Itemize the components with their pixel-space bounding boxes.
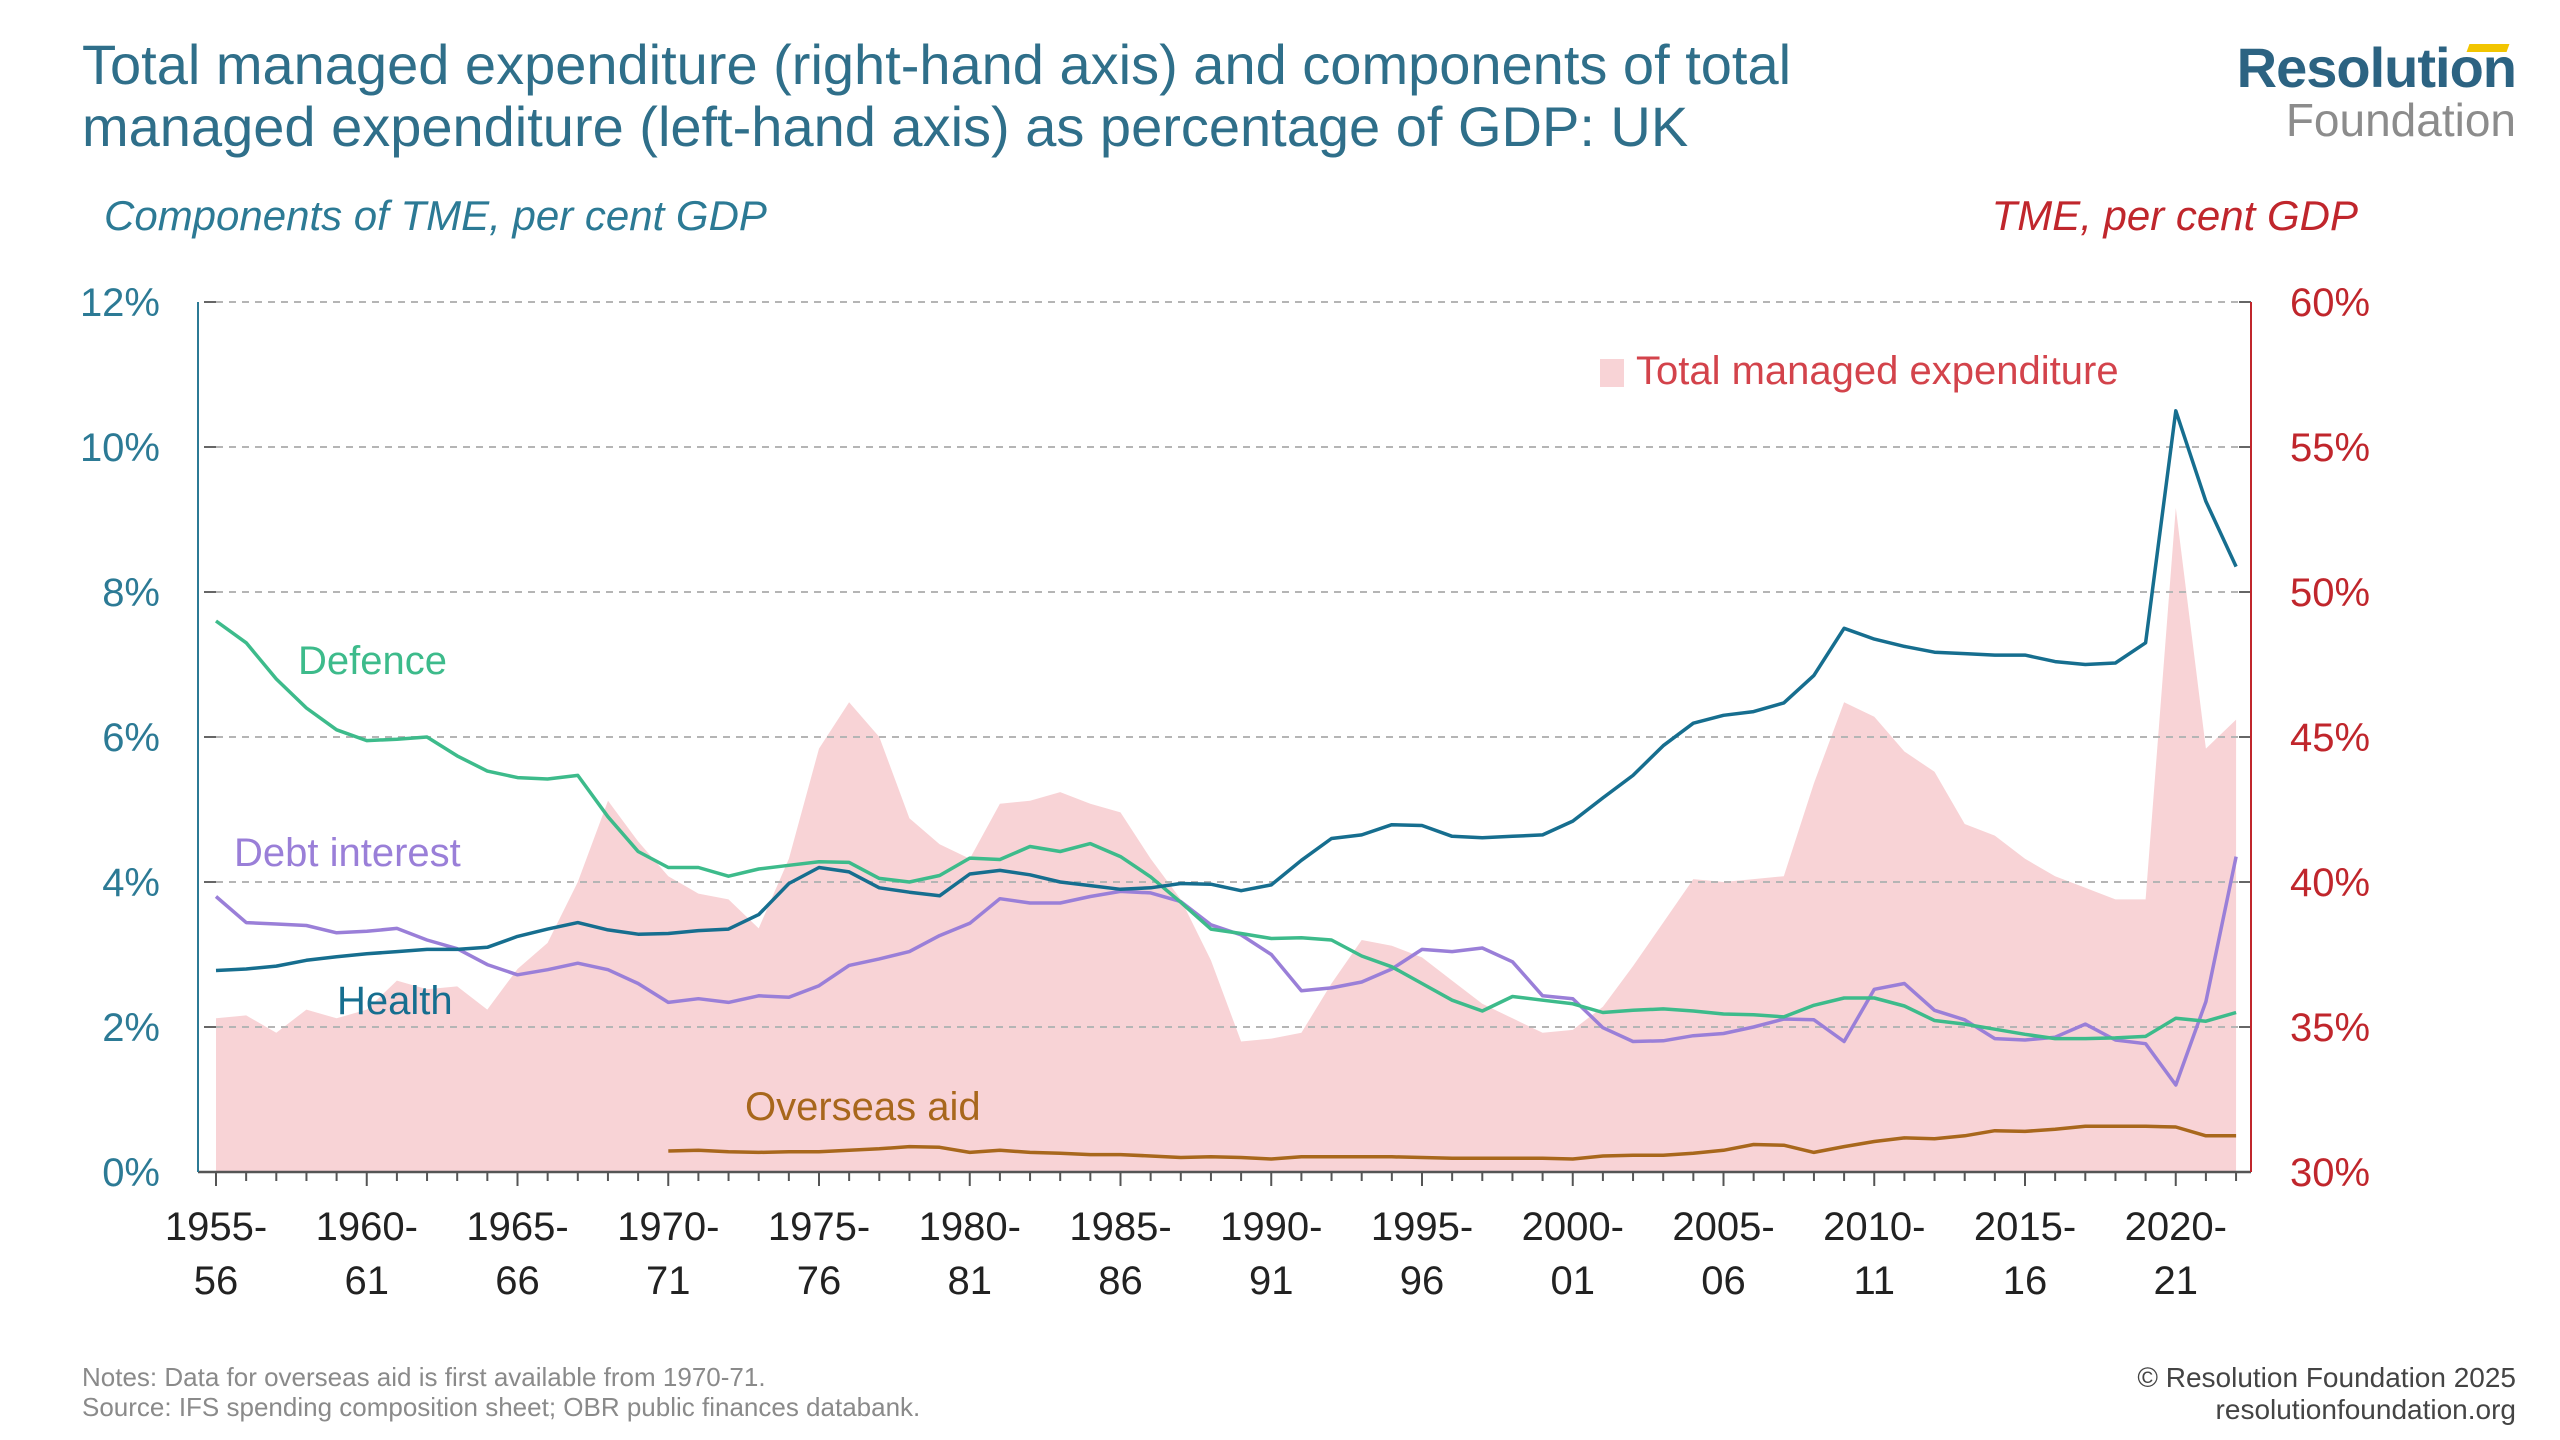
right-axis-title: TME, per cent GDP — [1991, 192, 2358, 239]
health-line — [215, 409, 2238, 973]
credit-block: © Resolution Foundation 2025 resolutionf… — [2137, 1362, 2516, 1426]
x-tick-label: 11 — [1853, 1259, 1895, 1303]
axes-layer: 0% 2% 4% 6% 8% 10% 12% 30% 35% 40% 45% 50% 55% 60% 195… — [80, 281, 2370, 1303]
x-tick-label: 1975- — [768, 1205, 870, 1249]
chart-title: Total managed expenditure (right-hand ax… — [82, 33, 1792, 158]
defence-label: Defence — [298, 639, 447, 683]
x-tick-label: 66 — [495, 1259, 540, 1303]
right-tick-label: 50% — [2290, 571, 2370, 615]
x-tick-label: 61 — [345, 1259, 390, 1303]
x-tick-label: 21 — [2154, 1259, 2199, 1303]
defence-line — [214, 619, 2237, 1041]
x-tick-label: 56 — [194, 1259, 239, 1303]
left-tick-label: 6% — [102, 716, 160, 760]
website-link[interactable]: resolutionfoundation.org — [2215, 1394, 2516, 1425]
health-label: Health — [337, 979, 453, 1023]
x-tick-label: 71 — [646, 1259, 691, 1303]
logo-bottom-text: Foundation — [2285, 94, 2516, 146]
x-tick-label: 2005- — [1672, 1205, 1774, 1249]
source-text: Source: IFS spending composition sheet; … — [82, 1392, 921, 1422]
right-tick-label: 60% — [2290, 281, 2370, 325]
left-tick-label: 12% — [80, 281, 160, 325]
x-tick-label: 2020- — [2125, 1205, 2227, 1249]
left-axis-title: Components of TME, per cent GDP — [104, 192, 767, 239]
x-tick-label: 1985- — [1069, 1205, 1171, 1249]
x-tick-label: 1955- — [165, 1205, 267, 1249]
tme-area — [216, 507, 2237, 1172]
x-tick-label: 81 — [948, 1259, 993, 1303]
tme-legend-label: Total managed expenditure — [1636, 349, 2119, 393]
left-tick-label: 10% — [80, 426, 160, 470]
series-lines-layer — [214, 409, 2238, 1161]
debt-interest-label: Debt interest — [234, 831, 461, 875]
left-tick-label: 2% — [102, 1006, 160, 1050]
x-tick-label: 1965- — [466, 1205, 568, 1249]
x-tick-label: 1970- — [617, 1205, 719, 1249]
right-tick-label: 45% — [2290, 716, 2370, 760]
left-tick-label: 4% — [102, 861, 160, 905]
tme-legend-swatch — [1600, 359, 1624, 387]
labels-layer: Total managed expenditure Defence Debt int… — [234, 349, 2119, 1129]
notes-text: Notes: Data for overseas aid is first av… — [82, 1362, 766, 1392]
right-tick-label: 35% — [2290, 1006, 2370, 1050]
right-tick-label: 55% — [2290, 426, 2370, 470]
copyright-text: © Resolution Foundation 2025 — [2137, 1362, 2516, 1393]
right-tick-label: 30% — [2290, 1151, 2370, 1195]
x-tick-label: 76 — [797, 1259, 842, 1303]
overseas-aid-label: Overseas aid — [745, 1085, 981, 1129]
x-tick-label: 2000- — [1522, 1205, 1624, 1249]
tme-area-layer — [216, 507, 2237, 1172]
x-tick-label: 01 — [1551, 1259, 1596, 1303]
overseas-aid-line — [668, 1124, 2237, 1161]
x-tick-label: 1995- — [1371, 1205, 1473, 1249]
resolution-foundation-logo: Resolution Foundation — [2237, 40, 2517, 146]
left-tick-label: 0% — [102, 1151, 160, 1195]
x-tick-label: 06 — [1701, 1259, 1746, 1303]
x-tick-label: 1960- — [316, 1205, 418, 1249]
x-tick-label: 1980- — [919, 1205, 1021, 1249]
x-tick-label: 86 — [1098, 1259, 1143, 1303]
notes-block: Notes: Data for overseas aid is first av… — [82, 1362, 920, 1422]
left-tick-label: 8% — [102, 571, 160, 615]
x-tick-label: 1990- — [1220, 1205, 1322, 1249]
x-tick-label: 2010- — [1823, 1205, 1925, 1249]
x-tick-label: 16 — [2003, 1259, 2048, 1303]
x-tick-label: 96 — [1400, 1259, 1445, 1303]
x-tick-label: 2015- — [1974, 1205, 2076, 1249]
right-tick-label: 40% — [2290, 861, 2370, 905]
x-tick-label: 91 — [1249, 1259, 1294, 1303]
